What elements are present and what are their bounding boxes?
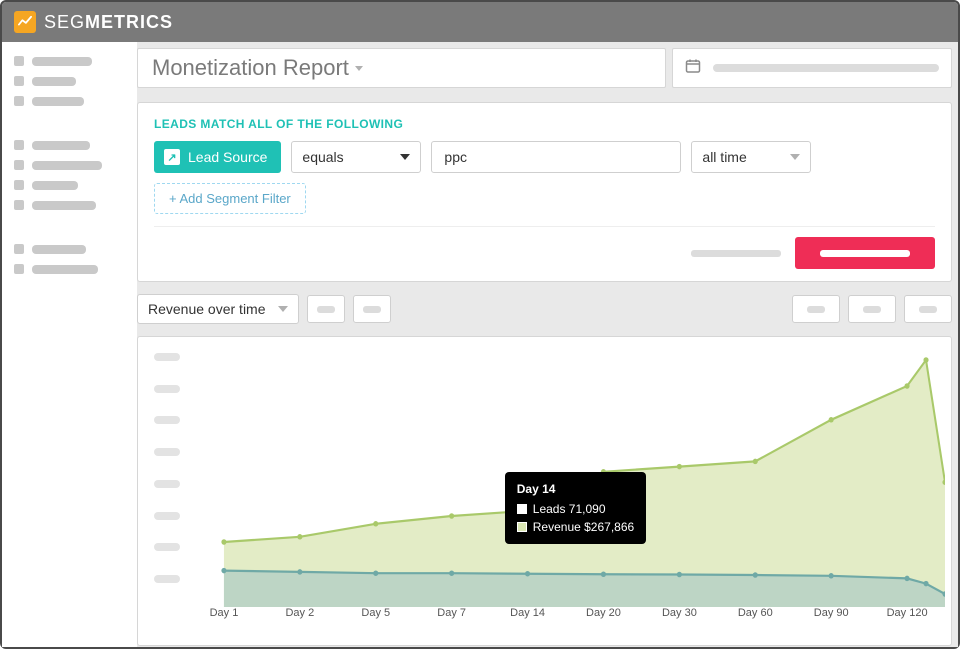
date-range-picker[interactable] [672, 48, 952, 88]
main: Monetization Report LEADS MATCH ALL OF T… [137, 42, 958, 647]
view-option-2[interactable] [848, 295, 896, 323]
x-axis-label: Day 120 [869, 607, 945, 619]
external-icon: ↗ [164, 149, 180, 165]
sidebar-item[interactable] [14, 244, 125, 254]
caret-down-icon [355, 66, 363, 71]
y-axis-ticks [144, 347, 186, 607]
x-axis-label: Day 90 [793, 607, 869, 619]
caret-down-icon [278, 306, 288, 312]
view-option-3[interactable] [904, 295, 952, 323]
filter-card: LEADS MATCH ALL OF THE FOLLOWING ↗ Lead … [137, 102, 952, 282]
chart-plot[interactable]: Day 14Leads 71,090Revenue $267,866 [186, 347, 945, 607]
sidebar-item[interactable] [14, 76, 125, 86]
chart-tooltip: Day 14Leads 71,090Revenue $267,866 [505, 472, 646, 544]
chart-option-1[interactable] [307, 295, 345, 323]
x-axis-label: Day 60 [717, 607, 793, 619]
brand-mark [14, 11, 36, 33]
view-option-1[interactable] [792, 295, 840, 323]
calendar-icon [685, 58, 701, 79]
filter-timerange-label: all time [702, 149, 746, 165]
chart-controls: Revenue over time [137, 294, 952, 324]
x-axis: Day 1Day 2Day 5Day 7Day 14Day 20Day 30Da… [144, 607, 945, 619]
sidebar-item[interactable] [14, 264, 125, 274]
filter-value-input[interactable]: ppc [431, 141, 681, 173]
header-row: Monetization Report [137, 42, 958, 88]
x-axis-label: Day 30 [641, 607, 717, 619]
metric-select[interactable]: Revenue over time [137, 294, 299, 324]
date-range-placeholder [713, 64, 939, 72]
x-axis-label: Day 20 [566, 607, 642, 619]
brand-light: SEG [44, 12, 85, 32]
sidebar-item[interactable] [14, 160, 125, 170]
x-axis-label: Day 7 [414, 607, 490, 619]
sidebar-item[interactable] [14, 96, 125, 106]
filter-title: LEADS MATCH ALL OF THE FOLLOWING [154, 117, 935, 131]
sidebar-item[interactable] [14, 200, 125, 210]
page-title-select[interactable]: Monetization Report [137, 48, 666, 88]
filter-row: ↗ Lead Source equals ppc all time [154, 141, 935, 173]
apply-label-placeholder [820, 250, 910, 257]
filter-footer [154, 226, 935, 269]
x-axis-label: Day 14 [490, 607, 566, 619]
filter-value-text: ppc [444, 149, 467, 165]
sidebar-item[interactable] [14, 140, 125, 150]
sidebar-item[interactable] [14, 180, 125, 190]
caret-down-icon [400, 154, 410, 160]
brand-name: SEGMETRICS [44, 12, 173, 33]
chart-option-2[interactable] [353, 295, 391, 323]
filter-timerange-select[interactable]: all time [691, 141, 811, 173]
metric-label: Revenue over time [148, 301, 266, 317]
sidebar [2, 42, 137, 647]
filter-operator-select[interactable]: equals [291, 141, 421, 173]
secondary-action-placeholder[interactable] [691, 250, 781, 257]
sidebar-item[interactable] [14, 56, 125, 66]
filter-operator-label: equals [302, 149, 343, 165]
topbar: SEGMETRICS [2, 2, 958, 42]
apply-filters-button[interactable] [795, 237, 935, 269]
caret-down-icon [790, 154, 800, 160]
x-axis-label: Day 5 [338, 607, 414, 619]
chart-card: Day 14Leads 71,090Revenue $267,866 Day 1… [137, 336, 952, 646]
filter-dimension-label: Lead Source [188, 149, 267, 165]
brand-bold: METRICS [85, 12, 173, 32]
x-axis-label: Day 1 [186, 607, 262, 619]
x-axis-label: Day 2 [262, 607, 338, 619]
page-title: Monetization Report [152, 55, 349, 81]
filter-dimension-pill[interactable]: ↗ Lead Source [154, 141, 281, 173]
add-segment-filter-button[interactable]: + Add Segment Filter [154, 183, 306, 214]
